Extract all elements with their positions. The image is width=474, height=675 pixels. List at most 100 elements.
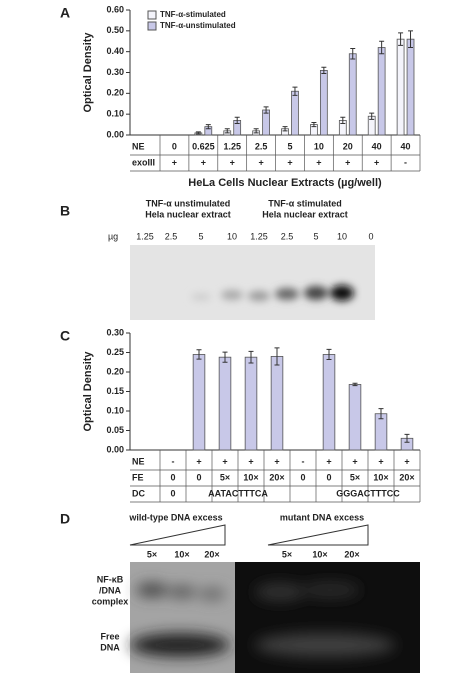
lane-label: 2.5	[165, 231, 178, 241]
gradient-wedge	[129, 524, 226, 546]
y-tick-label: 0.40	[106, 46, 124, 56]
y-tick-label: 0.25	[106, 347, 124, 357]
bar	[262, 109, 270, 136]
table-cell: 0	[196, 472, 201, 482]
group-header: TNF-α stimulated	[268, 198, 342, 208]
gel-d-bands	[130, 582, 395, 657]
error-bar	[263, 106, 269, 114]
table-cell: +	[287, 157, 292, 167]
row-label: NE	[132, 141, 145, 151]
legend-label: TNF-α-stimulated	[160, 10, 226, 19]
error-bar	[326, 348, 332, 361]
table-cell: 10×	[373, 472, 388, 482]
panel-label: C	[60, 328, 70, 344]
table-cell: AATACTTTCA	[208, 488, 268, 498]
bar	[218, 356, 232, 451]
x-axis-label: HeLa Cells Nuclear Extracts (µg/well)	[188, 177, 382, 189]
y-tick-label: 0.05	[106, 425, 124, 435]
lane-label: 5	[313, 231, 318, 241]
error-bar	[350, 48, 356, 60]
table-cell: +	[316, 157, 321, 167]
lane-label: 20×	[344, 549, 359, 559]
bar	[192, 354, 206, 451]
error-bar	[222, 351, 228, 363]
table-cell: -	[172, 456, 175, 466]
bar	[406, 38, 415, 136]
y-tick-label: 0.20	[106, 366, 124, 376]
table-cell: +	[230, 157, 235, 167]
table-cell: +	[274, 456, 279, 466]
error-bar	[379, 40, 385, 55]
table-cell: 2.5	[255, 141, 268, 151]
lane-label: 10	[227, 231, 237, 241]
row-label: FE	[132, 472, 144, 482]
error-bar	[321, 66, 327, 75]
error-bar	[253, 128, 259, 134]
table-cell: +	[326, 456, 331, 466]
table-cell: -	[302, 456, 305, 466]
table-cell: 0	[172, 141, 177, 151]
y-axis-label: Optical Density	[82, 351, 94, 432]
table-cell: 0	[300, 472, 305, 482]
table-cell: 20×	[399, 472, 414, 482]
bar	[348, 53, 357, 136]
unit-label: µg	[108, 231, 118, 241]
row-label: NE	[132, 456, 145, 466]
table-cell: 0	[326, 472, 331, 482]
table-cell: +	[172, 157, 177, 167]
table-cell: +	[345, 157, 350, 167]
bar	[322, 354, 336, 451]
lane-label: 0	[368, 231, 373, 241]
error-bar	[311, 122, 317, 128]
panel-label: D	[60, 511, 70, 527]
band-label: NF-κB	[97, 574, 124, 584]
table-cell: 5×	[350, 472, 360, 482]
lane-label: 5×	[147, 549, 157, 559]
table-cell: +	[258, 157, 263, 167]
band-label: /DNA	[99, 585, 121, 595]
table-cell: +	[378, 456, 383, 466]
y-tick-label: 0.00	[106, 129, 124, 139]
bar	[396, 38, 405, 136]
y-tick-label: 0.15	[106, 386, 124, 396]
error-bar	[378, 408, 384, 420]
band-label: complex	[92, 596, 129, 606]
table-cell: 40	[372, 141, 382, 151]
error-bar	[352, 382, 358, 387]
panel-label: A	[60, 5, 70, 21]
bar	[270, 355, 284, 451]
table-cell: +	[248, 456, 253, 466]
table-cell: 20×	[269, 472, 284, 482]
error-bar	[408, 30, 414, 48]
lane-label: 10×	[174, 549, 189, 559]
table-cell: +	[352, 456, 357, 466]
band-label: DNA	[100, 642, 120, 652]
table-cell: +	[201, 157, 206, 167]
table-cell: +	[222, 456, 227, 466]
lane-label: 20×	[204, 549, 219, 559]
charts: A Optical Density 0.00 0.10 0.20 0.30 0.40 0.50…	[60, 4, 421, 652]
group-title: mutant DNA excess	[280, 512, 364, 522]
table-cell: -	[404, 157, 407, 167]
legend-swatch	[147, 10, 157, 20]
legend-label: TNF-α-unstimulated	[160, 21, 236, 30]
error-bar	[224, 128, 230, 134]
error-bar	[282, 126, 288, 132]
table-cell: GGGACTTTCC	[336, 488, 400, 498]
group-header: TNF-α unstimulated	[146, 198, 231, 208]
error-bar	[369, 112, 375, 120]
error-bar	[404, 433, 410, 443]
error-bar	[195, 131, 201, 135]
error-bar	[234, 116, 240, 125]
lane-label: 10×	[312, 549, 327, 559]
group-title: wild-type DNA excess	[128, 512, 222, 522]
bar	[291, 90, 299, 136]
y-tick-label: 0.60	[106, 4, 124, 14]
panel-label: B	[60, 203, 70, 219]
error-bar	[292, 86, 298, 96]
lane-label: 1.25	[136, 231, 154, 241]
y-tick-label: 0.50	[106, 25, 124, 35]
lane-label: 1.25	[250, 231, 268, 241]
table-cell: +	[196, 456, 201, 466]
